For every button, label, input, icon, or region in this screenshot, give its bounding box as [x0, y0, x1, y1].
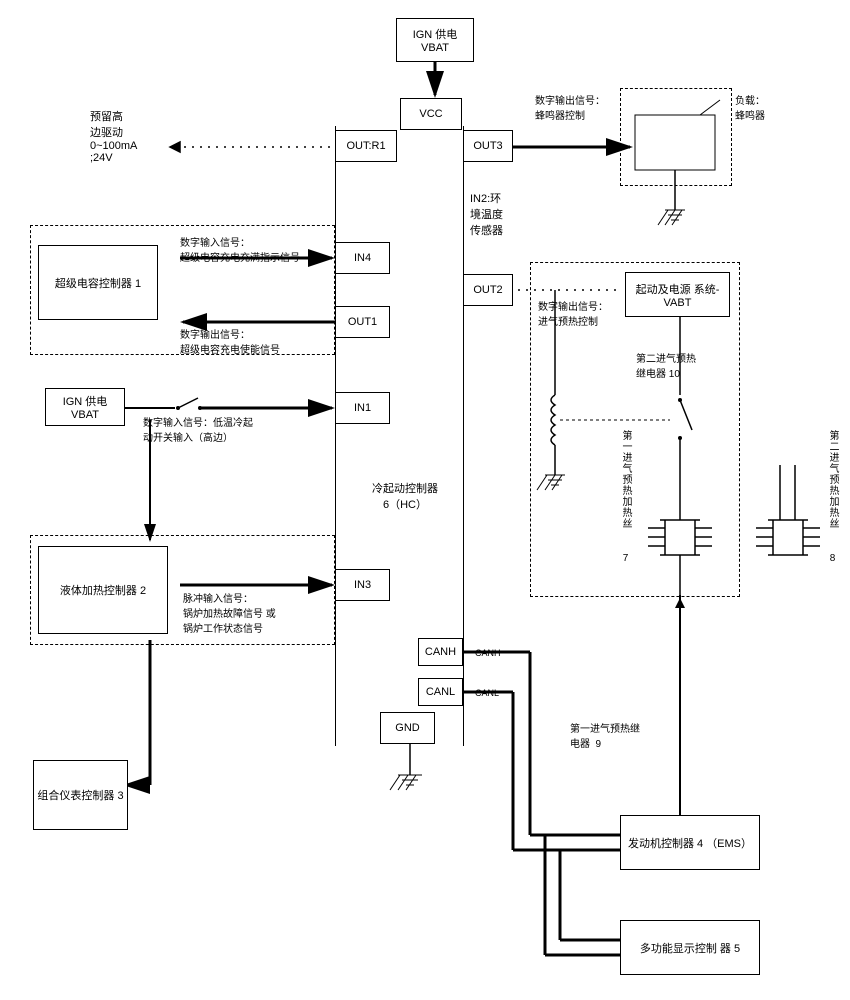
- instrument-controller: 组合仪表控制器 3: [33, 760, 128, 830]
- vcc: VCC: [400, 98, 462, 130]
- center-label: 冷起动控制器 6（HC）: [360, 480, 450, 512]
- out2-note: 数字输出信号： 进气预热控制: [538, 298, 608, 328]
- in3: IN3: [335, 569, 390, 601]
- in3-note: 脉冲输入信号： 锅炉加热故障信号 或 锅炉工作状态信号: [183, 590, 276, 635]
- out1-note: 数字输出信号： 超级电容充电使能信号: [180, 326, 280, 356]
- out1: OUT1: [335, 306, 390, 338]
- supercap-controller: 超级电容控制器 1: [38, 245, 158, 320]
- out3: OUT3: [463, 130, 513, 162]
- reserve-note: 预留高 边驱动 0~100mA ;24V: [90, 108, 137, 164]
- heater2-label: 第二进气预热加热丝 8: [825, 430, 840, 590]
- in1: IN1: [335, 392, 390, 424]
- ems: 发动机控制器 4 （EMS）: [620, 815, 760, 870]
- out-r1: OUT:R1: [335, 130, 397, 162]
- relay2-note: 第二进气预热 继电器 10: [636, 350, 696, 380]
- in4-note: 数字输入信号： 超级电容充电充满指示信号: [180, 234, 300, 264]
- vbat-sys: 起动及电源 系统-VABT: [625, 272, 730, 317]
- ign-vbat-top: IGN 供电 VBAT: [396, 18, 474, 62]
- display-controller: 多功能显示控制 器 5: [620, 920, 760, 975]
- out3-note: 数字输出信号： 蜂鸣器控制: [535, 92, 605, 122]
- canh2: CANH: [475, 648, 501, 658]
- canl2: CANL: [475, 688, 499, 698]
- in1-note: 数字输入信号：低温冷起 动开关输入（高边）: [143, 414, 253, 444]
- gnd: GND: [380, 712, 435, 744]
- in4: IN4: [335, 242, 390, 274]
- buzzer-group: [620, 88, 732, 186]
- canh: CANH: [418, 638, 463, 666]
- ign-vbat-left: IGN 供电 VBAT: [45, 388, 125, 426]
- out2: OUT2: [463, 274, 513, 306]
- canl: CANL: [418, 678, 463, 706]
- liquid-heater: 液体加热控制器 2: [38, 546, 168, 634]
- load-note: 负载： 蜂鸣器: [735, 92, 765, 122]
- in2-label: IN2:环 境温度 传感器: [470, 190, 503, 238]
- relay1-note: 第一进气预热继 电器 9: [570, 720, 640, 750]
- heater1-label: 第一进气预热加热丝 7: [618, 430, 633, 590]
